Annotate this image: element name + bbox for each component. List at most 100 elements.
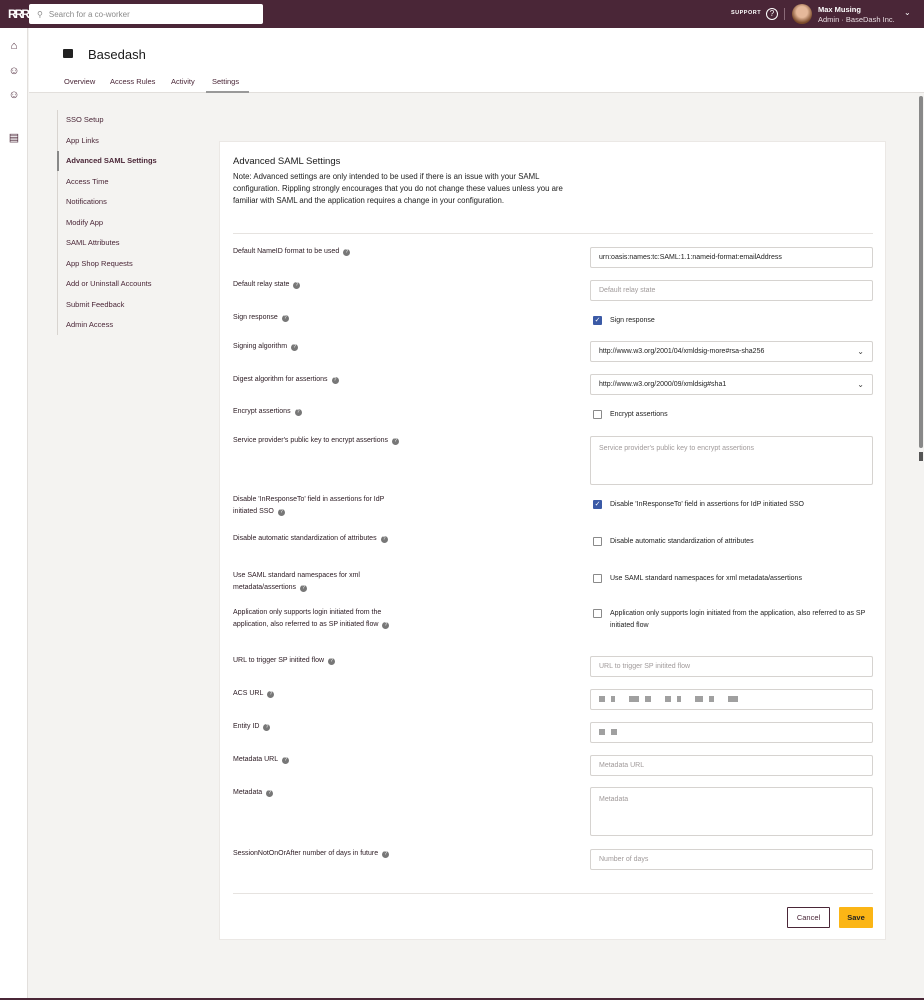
- tab-access-rules[interactable]: Access Rules: [110, 77, 156, 86]
- field-label-text: Default relay state: [233, 281, 290, 288]
- checkbox-label: Application only supports login initiate…: [610, 610, 866, 629]
- sidebar-item-saml-attributes[interactable]: SAML Attributes: [66, 238, 120, 247]
- help-icon[interactable]: ?: [266, 790, 274, 797]
- help-icon[interactable]: ?: [293, 282, 301, 289]
- field-label: Application only supports login initiate…: [233, 607, 403, 630]
- help-icon[interactable]: ?: [331, 377, 339, 384]
- scrollbar-thumb[interactable]: [919, 452, 923, 461]
- redacted-value: [709, 696, 714, 703]
- default-relay-state-input[interactable]: Default relay state: [590, 280, 873, 301]
- cancel-button[interactable]: Cancel: [787, 907, 830, 928]
- checkbox-unchecked[interactable]: [593, 574, 602, 583]
- search-input[interactable]: ⚲ Search for a co-worker: [29, 4, 263, 24]
- tab-activity[interactable]: Activity: [171, 77, 195, 86]
- sidebar-item-app-shop-requests[interactable]: App Shop Requests: [66, 258, 133, 268]
- entity-id-input[interactable]: [590, 722, 873, 743]
- redacted-value: [629, 696, 639, 703]
- help-icon[interactable]: ?: [300, 584, 308, 592]
- help-icon[interactable]: ?: [294, 409, 302, 416]
- application-only-supports-login-initiate-checkbox-row[interactable]: Application only supports login initiate…: [593, 608, 873, 631]
- question-circle-icon[interactable]: ?: [766, 8, 778, 20]
- checkbox-unchecked[interactable]: [593, 609, 602, 618]
- add-user-icon[interactable]: ☺: [8, 65, 20, 77]
- chevron-down-icon[interactable]: ⌄: [904, 8, 911, 17]
- field-label: Entity ID?: [233, 721, 403, 733]
- metadata-url-input[interactable]: Metadata URL: [590, 755, 873, 776]
- field-label-text: Entity ID: [233, 723, 260, 730]
- save-button[interactable]: Save: [839, 907, 873, 928]
- sidebar-item-add-or-uninstall-accounts[interactable]: Add or Uninstall Accounts: [66, 279, 152, 288]
- sidebar-item-notifications[interactable]: Notifications: [66, 197, 107, 206]
- field-label-text: Service provider's public key to encrypt…: [233, 437, 389, 444]
- redacted-value: [695, 696, 703, 703]
- url-to-trigger-sp-initited-flow-input[interactable]: URL to trigger SP initited flow: [590, 656, 873, 677]
- help-icon[interactable]: ?: [328, 658, 336, 665]
- field-label: Encrypt assertions?: [233, 406, 403, 418]
- field-label: SessionNotOnOrAfter number of days in fu…: [233, 848, 403, 860]
- digest-algorithm-for-assertions-select[interactable]: http://www.w3.org/2000/09/xmldsig#sha1 ⌄: [590, 374, 873, 395]
- use-saml-standard-namespaces-for-xml-met-checkbox-row[interactable]: Use SAML standard namespaces for xml met…: [593, 573, 873, 585]
- help-icon[interactable]: ?: [392, 438, 400, 445]
- disable-inresponseto-field-in-assertions-checkbox-row[interactable]: ✓ Disable 'InResponseTo' field in asserti…: [593, 499, 873, 511]
- field-label: Signing algorithm?: [233, 341, 403, 353]
- help-icon[interactable]: ?: [343, 249, 351, 256]
- field-label-text: Encrypt assertions: [233, 408, 291, 415]
- default-nameid-format-to-be-used-input[interactable]: urn:oasis:names:tc:SAML:1.1:nameid-forma…: [590, 247, 873, 268]
- field-label: Default NameID format to be used?: [233, 246, 403, 258]
- field-label: Service provider's public key to encrypt…: [233, 435, 403, 447]
- sidebar-item-advanced-saml-settings[interactable]: Advanced SAML Settings: [66, 156, 157, 165]
- placeholder-text: Number of days: [599, 856, 649, 863]
- redacted-value: [611, 696, 615, 703]
- help-icon[interactable]: ?: [382, 851, 390, 858]
- placeholder-text: URL to trigger SP initited flow: [599, 663, 691, 670]
- home-icon[interactable]: ⌂: [10, 40, 18, 52]
- sidebar-item-modify-app[interactable]: Modify App: [66, 217, 104, 227]
- field-label: Sign response?: [233, 312, 403, 324]
- support-link[interactable]: SUPPORT: [731, 10, 762, 16]
- sidebar-item-access-time[interactable]: Access Time: [66, 176, 109, 186]
- tab-settings[interactable]: Settings: [212, 77, 240, 86]
- help-icon[interactable]: ?: [263, 724, 271, 731]
- help-icon[interactable]: ?: [382, 621, 390, 629]
- checkbox-unchecked[interactable]: [593, 537, 602, 546]
- scrollbar[interactable]: [919, 96, 923, 448]
- acs-url-input[interactable]: [590, 689, 873, 710]
- help-icon[interactable]: ?: [291, 344, 299, 351]
- divider: [233, 893, 873, 894]
- top-bar: RRR ⚲ Search for a co-worker SUPPORT ? M…: [0, 0, 924, 28]
- sidebar-item-sso-setup[interactable]: SSO Setup: [66, 115, 104, 124]
- tab-overview[interactable]: Overview: [64, 77, 96, 86]
- redacted-value: [599, 696, 605, 703]
- chevron-down-icon[interactable]: ⌄: [857, 380, 864, 389]
- field-label-text: Use SAML standard namespaces for xml met…: [233, 572, 360, 591]
- checkbox-checked[interactable]: ✓: [593, 500, 602, 509]
- checkbox-label: Disable 'InResponseTo' field in assertio…: [610, 501, 804, 508]
- metadata-textarea[interactable]: Metadata: [590, 787, 873, 836]
- sign-response-checkbox-row[interactable]: ✓ Sign response: [593, 315, 873, 327]
- sidebar-item-app-links[interactable]: App Links: [66, 135, 99, 145]
- signing-algorithm-select[interactable]: http://www.w3.org/2001/04/xmldsig-more#r…: [590, 341, 873, 362]
- encrypt-assertions-checkbox-row[interactable]: Encrypt assertions: [593, 409, 873, 421]
- sessionnotonorafter-number-of-days-in-fu-input[interactable]: Number of days: [590, 849, 873, 870]
- avatar[interactable]: [792, 4, 812, 24]
- user-name[interactable]: Max Musing: [818, 5, 861, 14]
- remove-user-icon[interactable]: ☺: [8, 89, 20, 101]
- help-icon[interactable]: ?: [282, 757, 290, 764]
- help-icon[interactable]: ?: [380, 536, 388, 543]
- service-provider-s-public-key-to-encrypt-textarea[interactable]: Service provider's public key to encrypt…: [590, 436, 873, 485]
- checkbox-checked[interactable]: ✓: [593, 316, 602, 325]
- disable-automatic-standardization-of-att-checkbox-row[interactable]: Disable automatic standardization of att…: [593, 536, 873, 548]
- help-icon[interactable]: ?: [277, 508, 285, 516]
- chevron-down-icon[interactable]: ⌄: [857, 347, 864, 356]
- help-icon[interactable]: ?: [267, 691, 275, 698]
- field-label-text: Signing algorithm: [233, 343, 288, 350]
- field-label-text: Disable automatic standardization of att…: [233, 535, 377, 542]
- help-icon[interactable]: ?: [281, 315, 289, 322]
- sidebar-item-submit-feedback[interactable]: Submit Feedback: [66, 299, 125, 309]
- checkbox-unchecked[interactable]: [593, 410, 602, 419]
- rippling-logo[interactable]: RRR: [8, 7, 30, 21]
- sidebar-item-admin-access[interactable]: Admin Access: [66, 320, 114, 329]
- field-label: Metadata URL?: [233, 754, 403, 766]
- settings-sidebar: SSO Setup App Links Advanced SAML Settings…: [57, 110, 157, 335]
- briefcase-icon[interactable]: ▤: [8, 132, 20, 144]
